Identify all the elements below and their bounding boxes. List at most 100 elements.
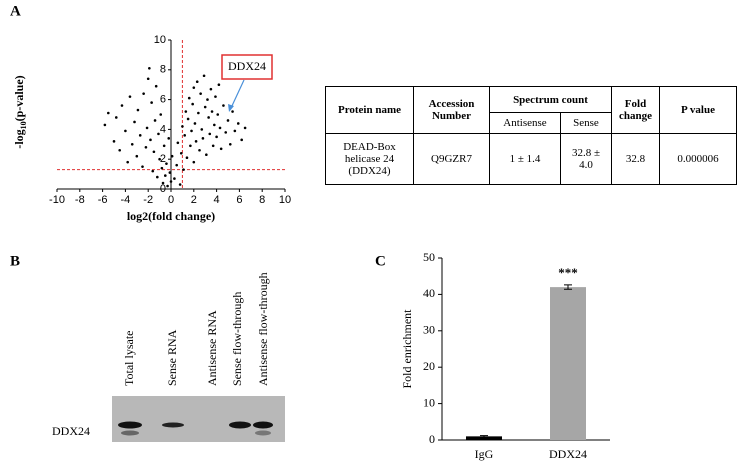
- point: [192, 160, 196, 164]
- point: [224, 131, 228, 134]
- point: [216, 113, 220, 116]
- y-tick-label: 10: [423, 395, 435, 409]
- y-tick-label: 30: [423, 323, 435, 337]
- y-tick-label: 40: [423, 286, 435, 300]
- point: [231, 110, 234, 113]
- point: [170, 154, 174, 158]
- point: [236, 122, 240, 125]
- point: [151, 169, 155, 173]
- point: [218, 126, 222, 130]
- annotation-arrowhead: [228, 104, 234, 112]
- table-cell: 0.000006: [659, 133, 737, 185]
- y-tick-label: 2: [160, 153, 166, 165]
- point: [107, 111, 110, 115]
- point: [187, 96, 191, 100]
- x-tick-label: IgG: [475, 447, 494, 461]
- table-cell: Q9GZR7: [413, 133, 490, 185]
- point: [189, 144, 192, 148]
- point: [175, 163, 178, 167]
- point: [217, 83, 221, 86]
- point: [194, 140, 198, 143]
- blot-band: [255, 430, 271, 436]
- y-tick-label: 0: [429, 432, 435, 446]
- x-tick-label: DDX24: [549, 447, 587, 461]
- point: [103, 123, 107, 127]
- table-header: Fold change: [611, 86, 660, 134]
- x-tick-label: 8: [259, 194, 265, 206]
- point: [118, 148, 121, 152]
- point: [211, 144, 215, 148]
- point: [208, 132, 212, 136]
- point: [144, 145, 148, 149]
- x-tick-label: -10: [49, 194, 65, 206]
- point: [201, 137, 205, 140]
- point: [199, 92, 202, 95]
- panel-label: B: [10, 253, 20, 269]
- point: [135, 154, 139, 158]
- x-tick-label: -2: [143, 194, 153, 206]
- panel-label: A: [10, 3, 21, 19]
- y-tick-label: 50: [423, 250, 435, 264]
- table-cell: DEAD-Box helicase 24 (DDX24): [325, 133, 414, 185]
- point: [154, 84, 158, 88]
- point: [126, 160, 129, 164]
- point: [190, 129, 193, 133]
- point: [142, 92, 145, 95]
- point: [161, 181, 165, 185]
- annotation-arrow: [230, 79, 245, 109]
- point: [219, 147, 223, 151]
- annotation: DDX24: [228, 59, 266, 73]
- x-tick-label: -4: [121, 194, 131, 206]
- x-tick-label: 6: [236, 194, 242, 206]
- x-tick-label: 0: [168, 194, 174, 206]
- point: [210, 110, 214, 113]
- x-tick-label: 2: [191, 194, 197, 206]
- point: [169, 180, 173, 183]
- point: [141, 165, 144, 168]
- y-tick-label: 6: [160, 94, 166, 106]
- y-tick-label: 20: [423, 359, 435, 373]
- lane-label: Antisense RNA: [205, 310, 219, 386]
- blot-band: [229, 421, 251, 429]
- point: [136, 108, 140, 112]
- point: [112, 140, 116, 143]
- point: [233, 129, 237, 133]
- point: [176, 141, 180, 145]
- table-header: P value: [659, 86, 737, 134]
- point: [195, 80, 199, 84]
- table-subheader: Antisense: [489, 112, 561, 134]
- point: [207, 116, 210, 119]
- x-tick-label: 4: [214, 194, 220, 206]
- point: [213, 123, 216, 127]
- point: [167, 137, 171, 140]
- table-cell: 32.8: [611, 133, 660, 185]
- point: [164, 174, 167, 177]
- blot-row-label: DDX24: [52, 424, 90, 438]
- point: [150, 101, 153, 104]
- point: [226, 119, 230, 122]
- y-tick-label: 10: [154, 34, 166, 46]
- point: [185, 156, 189, 160]
- point: [133, 120, 136, 124]
- table-cell: 1 ± 1.4: [489, 133, 561, 185]
- point: [153, 119, 157, 122]
- point: [114, 116, 118, 119]
- point: [128, 95, 132, 98]
- y-axis-label: -log10(p-value): [12, 75, 29, 148]
- point: [120, 104, 124, 107]
- point: [157, 132, 160, 136]
- point: [146, 77, 150, 81]
- point: [209, 87, 213, 91]
- panel-label: C: [375, 253, 386, 269]
- blot-membrane: [112, 396, 285, 442]
- annotation-box: [221, 54, 273, 80]
- lane-label: Antisense flow-through: [256, 272, 270, 386]
- y-tick-label: 8: [160, 64, 166, 76]
- error-bar: [480, 435, 488, 438]
- point: [178, 183, 182, 186]
- point: [186, 117, 190, 121]
- point: [184, 110, 188, 113]
- point: [183, 134, 186, 137]
